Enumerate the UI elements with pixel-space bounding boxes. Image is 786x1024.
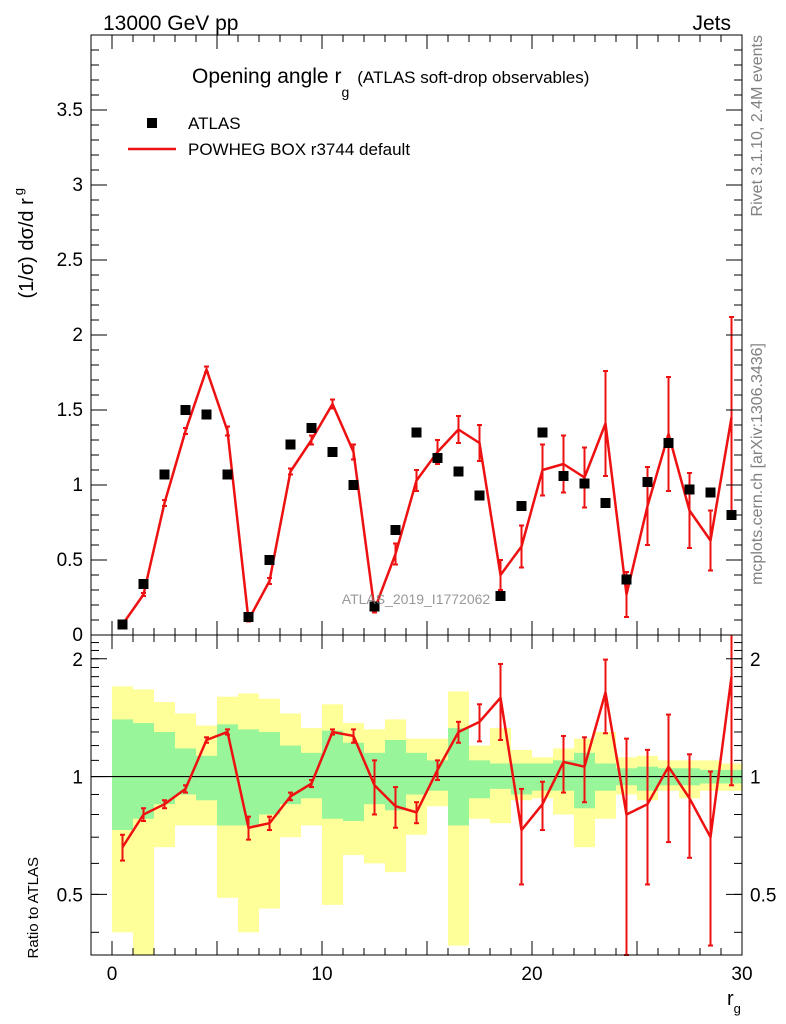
band-inner-19 bbox=[511, 763, 532, 795]
atlas-data-point-6 bbox=[243, 612, 254, 622]
main-plot-panel: 0 0.5 1 1.5 2 2.5 3 3.5 Opening angle rg(ATLAS … bbox=[11, 34, 743, 646]
atlas-data-point-3 bbox=[180, 405, 191, 415]
ratio-ytick-label-right-1: 1 bbox=[750, 768, 761, 789]
main-ytick-label-0: 0 bbox=[72, 625, 83, 646]
band-inner-1 bbox=[133, 723, 154, 819]
atlas-data-point-0 bbox=[117, 619, 128, 630]
ratio-powheg-line bbox=[121, 676, 733, 848]
atlas-data-point-17 bbox=[474, 490, 485, 501]
band-inner-8 bbox=[280, 745, 301, 805]
atlas-data-point-19 bbox=[516, 501, 527, 511]
atlas-data-point-4 bbox=[201, 409, 212, 420]
atlas-data-point-27 bbox=[684, 484, 695, 495]
atlas-data-point-24 bbox=[621, 574, 632, 585]
ratio-y-label: Ratio to ATLAS bbox=[25, 857, 42, 958]
ratio-ytick-label-left-1: 1 bbox=[72, 768, 83, 789]
band-inner-2 bbox=[154, 731, 175, 805]
atlas-data-point-28 bbox=[705, 487, 716, 498]
ratio-plot-marks bbox=[91, 635, 742, 956]
mcplots-info: mcplots.cern.ch [arXiv:1306.3436] bbox=[749, 343, 766, 585]
atlas-data-point-1 bbox=[138, 579, 149, 589]
atlas-data-point-29 bbox=[726, 510, 737, 520]
legend: ATLAS POWHEG BOX r3744 default bbox=[128, 114, 410, 159]
main-ytick-label-7: 3.5 bbox=[57, 100, 83, 121]
atlas-data-point-2 bbox=[159, 469, 170, 480]
band-inner-17 bbox=[469, 760, 490, 799]
ratio-x-ticks: 0 10 20 30 bbox=[107, 635, 753, 985]
main-y-label: (1/σ) dσ/d rg bbox=[11, 188, 38, 299]
main-title: Opening angle rg(ATLAS soft-drop observa… bbox=[192, 65, 589, 100]
band-inner-11 bbox=[343, 742, 364, 821]
atlas-data-point-23 bbox=[600, 498, 611, 508]
atlas-data-point-8 bbox=[285, 439, 296, 450]
ratio-plot-panel: 0.5 0.5 1 1 2 2 0 10 20 30 Ratio to ATLAS rg bbox=[25, 634, 776, 1016]
atlas-data-point-15 bbox=[432, 453, 443, 463]
ratio-xtick-label-3: 30 bbox=[731, 964, 752, 985]
band-inner-0 bbox=[112, 719, 133, 831]
atlas-data-point-5 bbox=[222, 469, 233, 480]
atlas-data-point-11 bbox=[348, 480, 359, 490]
rivet-info: Rivet 3.1.10, 2.4M events bbox=[749, 35, 766, 216]
band-inner-13 bbox=[385, 740, 406, 811]
atlas-data-point-21 bbox=[558, 471, 569, 481]
atlas-data-point-12 bbox=[369, 601, 380, 612]
main-ytick-label-2: 1 bbox=[72, 475, 83, 496]
ratio-ytick-label-right-0: 0.5 bbox=[750, 885, 776, 906]
legend-atlas-label: ATLAS bbox=[188, 114, 241, 133]
main-plot-marks bbox=[117, 316, 737, 630]
ratio-ytick-label-left-0: 0.5 bbox=[57, 885, 83, 906]
ratio-y-ticks: 0.5 0.5 1 1 2 2 bbox=[57, 642, 776, 933]
ratio-xtick-label-0: 0 bbox=[107, 964, 118, 985]
main-y-ticks: 0 0.5 1 1.5 2 2.5 3 3.5 bbox=[57, 35, 743, 646]
header-right: Jets bbox=[692, 12, 731, 35]
atlas-data-point-9 bbox=[306, 423, 317, 433]
x-axis-label: rg bbox=[727, 988, 741, 1016]
main-ytick-label-5: 2.5 bbox=[57, 250, 83, 271]
main-ytick-label-3: 1.5 bbox=[57, 400, 83, 421]
header-left: 13000 GeV pp bbox=[103, 12, 238, 35]
main-ytick-label-4: 2 bbox=[72, 325, 83, 346]
band-inner-5 bbox=[217, 724, 238, 826]
legend-powheg-label: POWHEG BOX r3744 default bbox=[188, 140, 410, 159]
atlas-data-point-25 bbox=[642, 477, 653, 487]
ratio-xtick-label-1: 10 bbox=[311, 964, 332, 985]
band-inner-6 bbox=[238, 729, 259, 826]
atlas-data-point-26 bbox=[663, 438, 674, 448]
main-ytick-label-6: 3 bbox=[72, 175, 83, 196]
atlas-data-point-20 bbox=[537, 427, 548, 438]
atlas-data-point-7 bbox=[264, 555, 275, 565]
atlas-data-point-22 bbox=[579, 478, 590, 489]
atlas-data-point-16 bbox=[453, 466, 464, 477]
band-inner-3 bbox=[175, 748, 196, 795]
ratio-ytick-label-left-2: 2 bbox=[72, 650, 83, 671]
atlas-data-point-14 bbox=[411, 427, 422, 438]
main-powheg-line bbox=[121, 368, 733, 626]
atlas-data-point-13 bbox=[390, 525, 401, 535]
ratio-ytick-label-right-2: 2 bbox=[750, 650, 761, 671]
atlas-data-point-10 bbox=[327, 447, 338, 457]
band-inner-14 bbox=[406, 752, 427, 795]
band-inner-4 bbox=[196, 755, 217, 801]
ratio-plot-frame bbox=[90, 634, 743, 956]
analysis-watermark: ATLAS_2019_I1772062 bbox=[342, 591, 491, 607]
main-ytick-label-1: 0.5 bbox=[57, 550, 83, 571]
atlas-data-point-18 bbox=[495, 591, 506, 601]
band-inner-7 bbox=[259, 731, 280, 815]
band-inner-9 bbox=[301, 752, 322, 799]
ratio-xtick-label-2: 20 bbox=[521, 964, 542, 985]
band-inner-10 bbox=[322, 730, 343, 819]
legend-atlas-marker bbox=[147, 118, 157, 128]
